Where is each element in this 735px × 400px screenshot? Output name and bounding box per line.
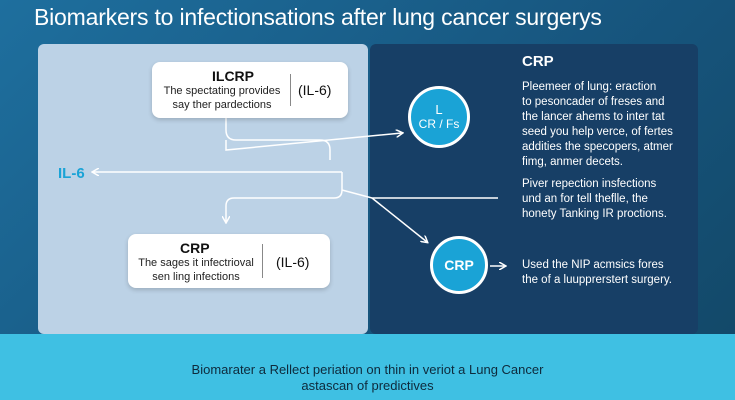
footer-line-1: Biomarater a Rellect periation on thin i…	[191, 362, 544, 377]
crp-box-desc: The sages it infectrioval sen ling infec…	[138, 257, 254, 283]
crp-circle-label: CRP	[444, 257, 474, 273]
crp-box-divider	[262, 244, 263, 278]
right-heading: CRP	[522, 53, 554, 70]
cr-fs-circle-line2: CR / Fs	[418, 117, 460, 131]
circle-top-arrow	[225, 133, 402, 151]
cr-fs-circle-line1: L	[435, 102, 443, 117]
right-paragraph-3: Used the NIP acmsics fores the of a luup…	[522, 259, 672, 286]
circle-bottom-arrow	[371, 197, 427, 242]
footer-band	[0, 334, 735, 400]
crp-box-tag: (IL-6)	[276, 254, 310, 270]
il6-label: IL-6	[58, 165, 85, 182]
right-paragraph-1: Pleemeer of lung: eraction to pesoncader…	[522, 81, 673, 168]
ilcrp-box-divider	[290, 74, 291, 106]
ilcrp-box-desc: The spectating provides say ther pardect…	[163, 85, 281, 111]
top-box-connector	[225, 105, 331, 160]
page-title: Biomarkers to infectionsations after lun…	[34, 4, 602, 30]
crp-box: CRP The sages it infectrioval sen ling i…	[128, 234, 330, 288]
ilcrp-box: ILCRP The spectating provides say ther p…	[152, 62, 348, 118]
crp-circle: CRP	[430, 236, 488, 294]
bottom-box-arrow	[226, 172, 343, 222]
ilcrp-box-tag: (IL-6)	[298, 82, 332, 98]
crp-box-title: CRP	[180, 240, 210, 256]
footer-line-2: astascan of predictives	[301, 378, 434, 393]
cr-fs-circle: L CR / Fs	[408, 86, 470, 148]
right-branch-line	[341, 189, 498, 199]
right-paragraph-2: Piver repection insfections und an for t…	[522, 178, 667, 220]
ilcrp-box-title: ILCRP	[212, 68, 254, 84]
